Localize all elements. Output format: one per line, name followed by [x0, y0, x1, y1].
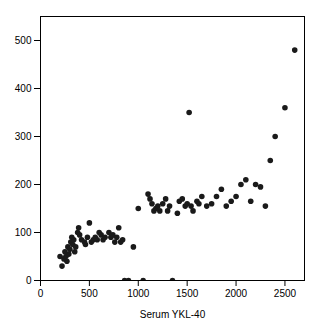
svg-text:2000: 2000 [225, 288, 248, 299]
svg-text:400: 400 [15, 83, 32, 94]
svg-text:300: 300 [15, 131, 32, 142]
svg-text:200: 200 [15, 179, 32, 190]
svg-text:500: 500 [81, 288, 98, 299]
svg-text:Serum YKL-40: Serum YKL-40 [140, 309, 206, 320]
svg-text:500: 500 [15, 35, 32, 46]
svg-text:1000: 1000 [127, 288, 150, 299]
svg-text:100: 100 [15, 227, 32, 238]
svg-text:0: 0 [38, 288, 44, 299]
svg-text:0: 0 [26, 275, 32, 286]
svg-text:1500: 1500 [176, 288, 199, 299]
svg-text:2500: 2500 [274, 288, 297, 299]
